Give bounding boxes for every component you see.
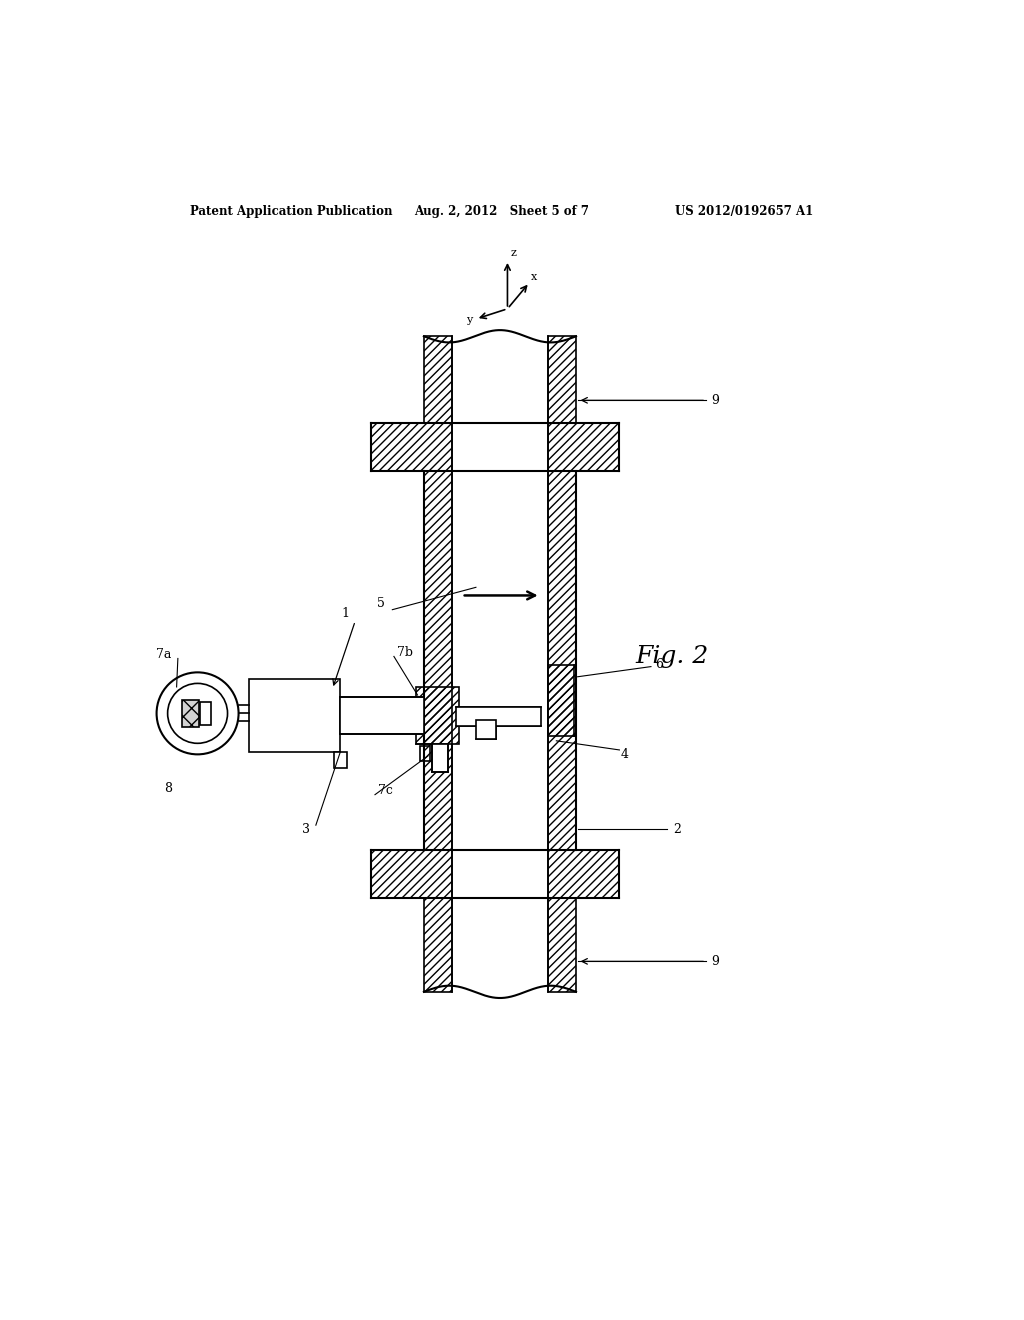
Text: US 2012/0192657 A1: US 2012/0192657 A1 <box>675 205 813 218</box>
Text: 1: 1 <box>342 607 350 620</box>
Bar <box>549 422 620 471</box>
Bar <box>249 678 340 752</box>
Bar <box>549 850 620 899</box>
Bar <box>371 422 453 471</box>
Bar <box>416 686 459 744</box>
Bar <box>424 899 453 991</box>
Text: 3: 3 <box>302 822 310 836</box>
Bar <box>424 337 453 422</box>
Bar <box>182 700 200 726</box>
Bar <box>457 708 541 726</box>
Bar <box>200 702 211 725</box>
Bar <box>371 422 453 471</box>
Bar <box>549 337 577 422</box>
Bar <box>549 850 620 899</box>
Text: 8: 8 <box>164 781 172 795</box>
Bar <box>549 422 620 471</box>
Bar <box>549 664 577 735</box>
Text: 6: 6 <box>655 659 663 671</box>
Text: 2: 2 <box>673 822 681 836</box>
Text: y: y <box>467 315 473 325</box>
Bar <box>182 700 200 726</box>
Bar <box>549 664 577 735</box>
Bar <box>424 337 453 422</box>
Bar <box>549 471 577 850</box>
Bar <box>420 746 430 762</box>
Text: 5: 5 <box>377 597 384 610</box>
Bar <box>476 721 496 739</box>
Bar <box>549 337 577 422</box>
Text: 9: 9 <box>711 393 719 407</box>
Bar <box>432 744 449 772</box>
Text: 7c: 7c <box>378 784 393 797</box>
Bar <box>549 471 577 850</box>
Text: Aug. 2, 2012   Sheet 5 of 7: Aug. 2, 2012 Sheet 5 of 7 <box>415 205 590 218</box>
Bar <box>424 899 453 991</box>
Bar <box>549 899 577 991</box>
Text: x: x <box>531 272 538 282</box>
Text: z: z <box>511 248 516 257</box>
Text: Fig. 2: Fig. 2 <box>635 645 709 668</box>
Bar <box>334 752 346 768</box>
Bar <box>371 850 453 899</box>
Text: 4: 4 <box>621 747 629 760</box>
Bar <box>340 697 424 734</box>
Bar <box>424 471 453 850</box>
Text: Patent Application Publication: Patent Application Publication <box>189 205 392 218</box>
Text: 7a: 7a <box>157 648 172 661</box>
Bar <box>424 471 453 850</box>
Bar <box>549 899 577 991</box>
Text: 7b: 7b <box>397 645 413 659</box>
Bar <box>371 850 453 899</box>
Text: 9: 9 <box>711 954 719 968</box>
Bar <box>416 686 459 744</box>
